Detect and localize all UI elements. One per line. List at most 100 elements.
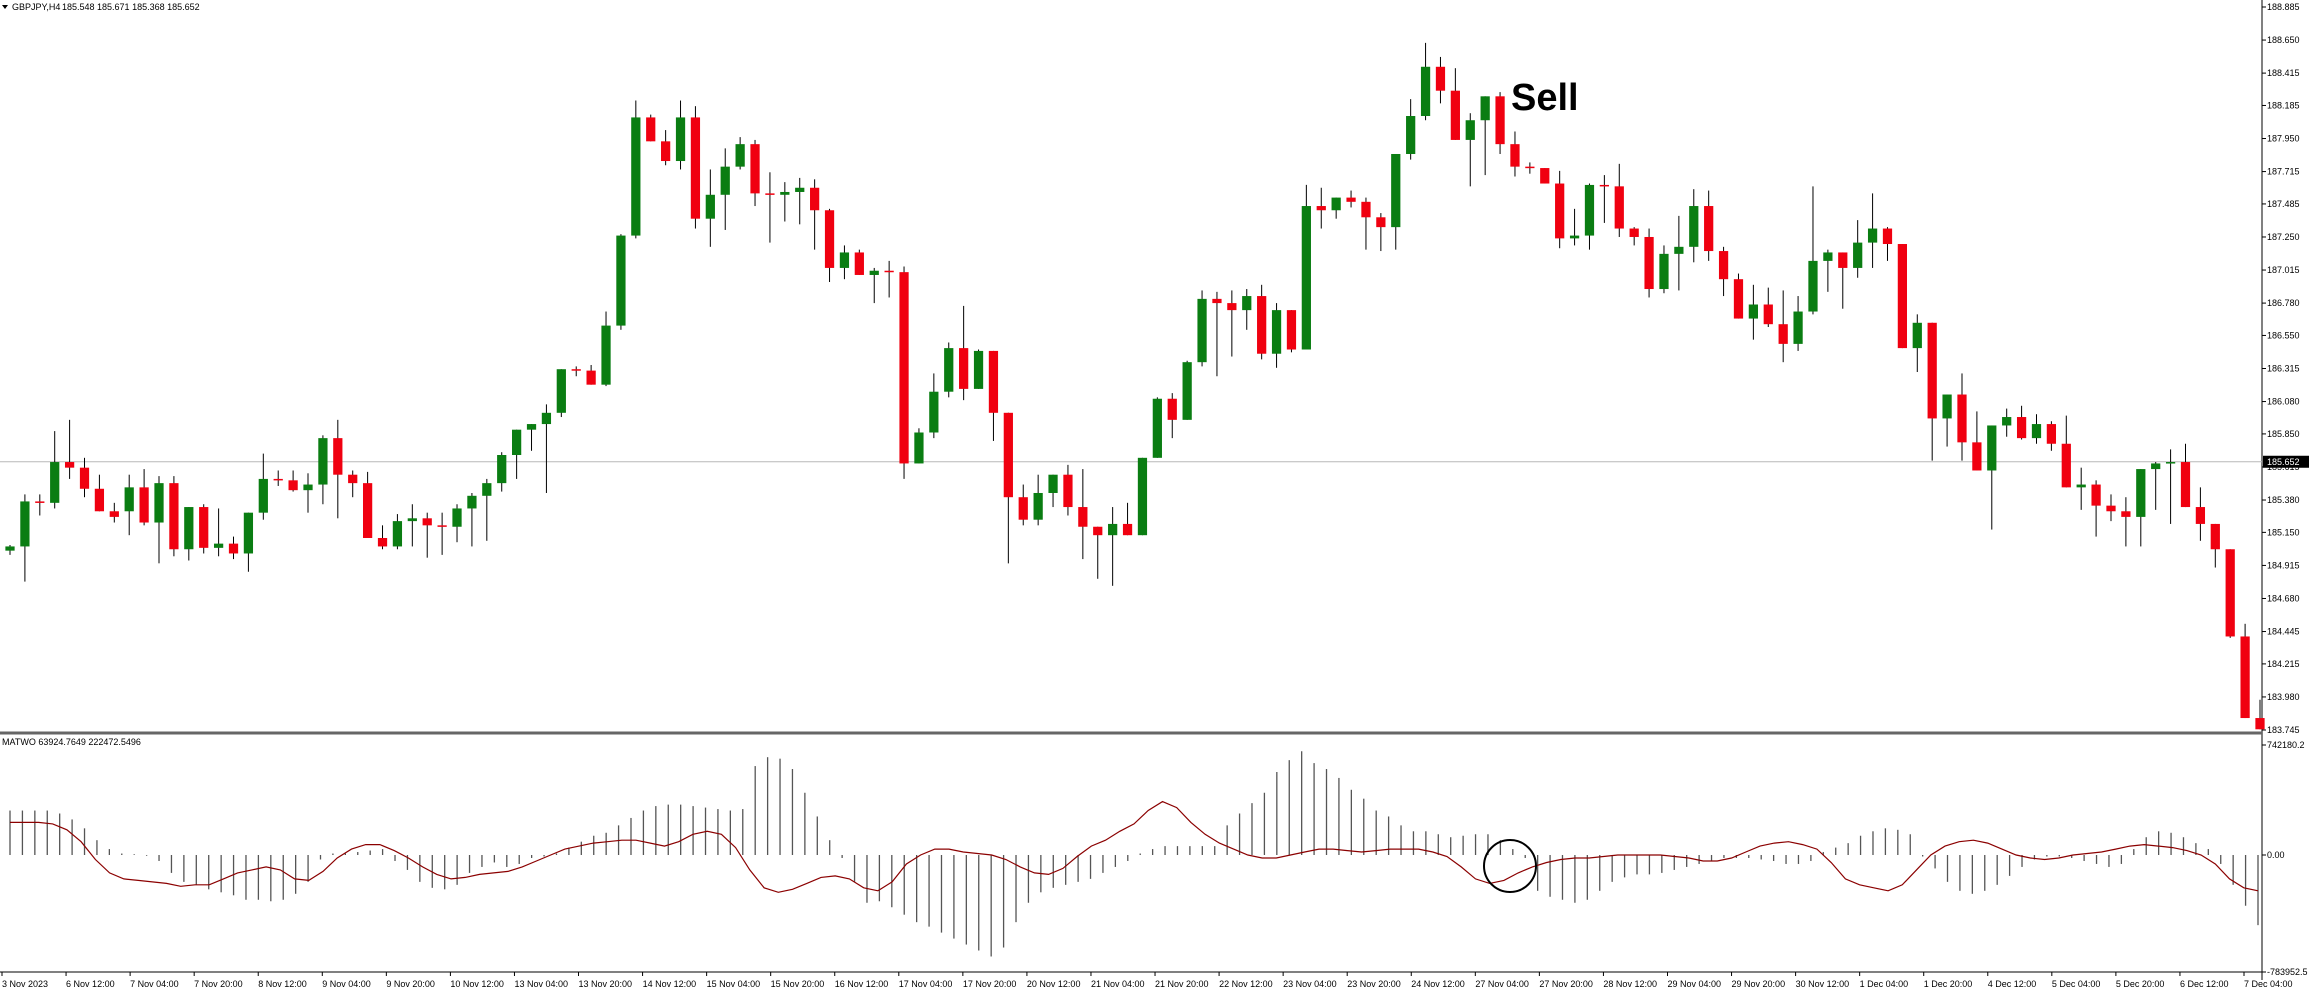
bear-candle[interactable] xyxy=(1629,228,1639,237)
bear-candle[interactable] xyxy=(1435,66,1446,91)
bear-candle[interactable] xyxy=(1897,244,1908,349)
bear-candle[interactable] xyxy=(810,187,820,211)
bull-candle[interactable] xyxy=(1569,235,1580,239)
bull-candle[interactable] xyxy=(1659,253,1669,290)
bear-candle[interactable] xyxy=(1704,206,1714,252)
bear-candle[interactable] xyxy=(571,369,581,371)
bear-candle[interactable] xyxy=(1763,304,1773,325)
bull-candle[interactable] xyxy=(1301,206,1311,350)
bull-candle[interactable] xyxy=(1197,298,1207,363)
bear-candle[interactable] xyxy=(2225,549,2235,637)
bull-candle[interactable] xyxy=(1584,184,1595,236)
bear-candle[interactable] xyxy=(690,117,701,219)
bear-candle[interactable] xyxy=(139,487,149,523)
bear-candle[interactable] xyxy=(1063,474,1073,508)
bull-candle[interactable] xyxy=(675,117,686,162)
bull-candle[interactable] xyxy=(1271,310,1282,354)
bear-candle[interactable] xyxy=(1286,310,1297,350)
bear-candle[interactable] xyxy=(362,483,373,538)
bear-candle[interactable] xyxy=(1450,90,1460,140)
bull-candle[interactable] xyxy=(631,117,641,236)
bear-candle[interactable] xyxy=(1525,166,1535,169)
bull-candle[interactable] xyxy=(258,478,268,513)
bull-candle[interactable] xyxy=(20,501,30,547)
bear-candle[interactable] xyxy=(1778,324,1788,344)
bear-candle[interactable] xyxy=(79,467,90,489)
bull-candle[interactable] xyxy=(1108,523,1118,536)
bear-candle[interactable] xyxy=(64,462,75,468)
bull-candle[interactable] xyxy=(1823,252,1833,261)
bull-candle[interactable] xyxy=(556,369,566,413)
bull-candle[interactable] xyxy=(839,252,850,268)
bear-candle[interactable] xyxy=(1733,279,1744,319)
bear-candle[interactable] xyxy=(1838,252,1848,268)
bull-candle[interactable] xyxy=(1793,311,1803,344)
bear-candle[interactable] xyxy=(2121,511,2131,517)
bear-candle[interactable] xyxy=(1957,394,1967,443)
bull-candle[interactable] xyxy=(1748,304,1758,319)
bear-candle[interactable] xyxy=(854,252,864,275)
bear-candle[interactable] xyxy=(2046,424,2057,444)
bear-candle[interactable] xyxy=(1599,184,1609,187)
bear-candle[interactable] xyxy=(1078,507,1088,527)
bear-candle[interactable] xyxy=(228,543,239,554)
bull-candle[interactable] xyxy=(184,507,194,550)
bear-candle[interactable] xyxy=(988,350,999,413)
bear-candle[interactable] xyxy=(2195,507,2206,524)
bear-candle[interactable] xyxy=(1018,497,1028,520)
bear-candle[interactable] xyxy=(1376,217,1386,228)
bear-candle[interactable] xyxy=(422,518,432,526)
bull-candle[interactable] xyxy=(1182,362,1192,420)
bull-candle[interactable] xyxy=(869,270,879,275)
bear-candle[interactable] xyxy=(1122,523,1133,536)
bear-candle[interactable] xyxy=(1212,298,1222,304)
bear-candle[interactable] xyxy=(377,537,388,547)
bull-candle[interactable] xyxy=(124,487,134,512)
bull-candle[interactable] xyxy=(973,350,984,389)
bull-candle[interactable] xyxy=(1242,296,1252,311)
bull-candle[interactable] xyxy=(616,235,626,326)
bull-candle[interactable] xyxy=(1987,425,1997,471)
bear-candle[interactable] xyxy=(437,525,447,527)
bear-candle[interactable] xyxy=(1882,228,1893,245)
bull-candle[interactable] xyxy=(1867,228,1878,243)
bull-candle[interactable] xyxy=(720,166,730,195)
bull-candle[interactable] xyxy=(2136,469,2146,517)
bull-candle[interactable] xyxy=(1853,242,1863,268)
bear-candle[interactable] xyxy=(2091,484,2101,506)
bull-candle[interactable] xyxy=(452,508,462,527)
bull-candle[interactable] xyxy=(1331,197,1341,211)
bull-candle[interactable] xyxy=(482,483,492,496)
bear-candle[interactable] xyxy=(1346,197,1356,202)
bull-candle[interactable] xyxy=(243,512,254,554)
bull-candle[interactable] xyxy=(914,432,924,464)
bull-candle[interactable] xyxy=(1465,120,1475,140)
bear-candle[interactable] xyxy=(2255,718,2265,730)
bear-candle[interactable] xyxy=(2210,523,2220,550)
bear-candle[interactable] xyxy=(333,438,343,475)
bear-candle[interactable] xyxy=(1003,412,1013,498)
bear-candle[interactable] xyxy=(94,488,105,512)
bear-candle[interactable] xyxy=(109,511,119,517)
bear-candle[interactable] xyxy=(2240,636,2250,719)
bear-candle[interactable] xyxy=(35,501,45,503)
bull-candle[interactable] xyxy=(1406,116,1416,154)
bear-candle[interactable] xyxy=(959,348,969,389)
bull-candle[interactable] xyxy=(467,495,477,509)
bear-candle[interactable] xyxy=(646,117,656,142)
bull-candle[interactable] xyxy=(1033,492,1043,520)
bull-candle[interactable] xyxy=(154,483,164,523)
bull-candle[interactable] xyxy=(318,438,328,485)
bear-candle[interactable] xyxy=(2061,443,2071,488)
bull-candle[interactable] xyxy=(526,424,537,430)
bear-candle[interactable] xyxy=(1257,296,1267,354)
bear-candle[interactable] xyxy=(661,141,671,162)
price-panel[interactable]: 188.885 188.650 188.415 188.185 187.950 187.7… xyxy=(0,0,2309,980)
bear-candle[interactable] xyxy=(1644,236,1654,290)
bull-candle[interactable] xyxy=(1912,322,1922,349)
bull-candle[interactable] xyxy=(2076,484,2086,488)
indicator-panel[interactable]: 742180.2 0.00 -783952.5 xyxy=(9,740,2308,977)
bull-candle[interactable] xyxy=(2031,424,2042,439)
bull-candle[interactable] xyxy=(392,521,403,547)
bear-candle[interactable] xyxy=(884,270,894,273)
